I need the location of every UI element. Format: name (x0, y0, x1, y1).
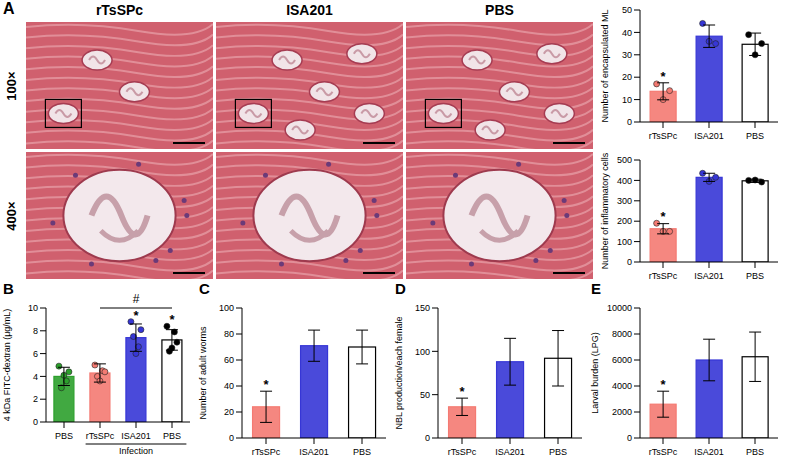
svg-text:PBS: PBS (353, 447, 371, 457)
svg-text:100: 100 (617, 237, 632, 247)
svg-text:8: 8 (33, 326, 38, 336)
svg-text:ISA201: ISA201 (694, 131, 724, 140)
svg-text:0: 0 (627, 257, 632, 267)
svg-text:8000: 8000 (612, 329, 632, 339)
html-text:PBS: PBS (485, 2, 514, 18)
html-text:400×: 400× (4, 200, 19, 231)
svg-text:ISA201: ISA201 (495, 447, 525, 457)
svg-text:500: 500 (617, 155, 632, 165)
svg-text:Infection: Infection (119, 446, 153, 456)
html-text:E: E (591, 280, 601, 297)
svg-text:200: 200 (617, 216, 632, 226)
html-text:A: A (3, 0, 15, 17)
svg-text:PBS: PBS (163, 431, 181, 441)
svg-text:50: 50 (420, 390, 430, 400)
svg-text:PBS: PBS (746, 271, 764, 280)
svg-text:100: 100 (415, 347, 430, 357)
svg-text:Number of adult worms: Number of adult worms (198, 326, 208, 420)
svg-text:150: 150 (415, 303, 430, 313)
svg-text:4000: 4000 (612, 381, 632, 391)
svg-text:Number of encapsulated ML: Number of encapsulated ML (600, 9, 610, 122)
svg-text:30: 30 (622, 50, 632, 60)
svg-text:20: 20 (224, 407, 234, 417)
svg-text:ISA201: ISA201 (121, 431, 151, 441)
svg-text:0: 0 (33, 417, 38, 427)
svg-text:10: 10 (622, 95, 632, 105)
svg-text:0: 0 (627, 117, 632, 127)
svg-text:2000: 2000 (612, 407, 632, 417)
svg-text:Number of inflammatory cells: Number of inflammatory cells (600, 152, 610, 269)
svg-text:rTsSPc: rTsSPc (448, 447, 477, 457)
svg-text:0: 0 (627, 433, 632, 443)
svg-text:PBS: PBS (549, 447, 567, 457)
svg-text:*: * (133, 308, 139, 323)
svg-text:0: 0 (229, 433, 234, 443)
svg-text:*: * (661, 209, 667, 224)
svg-text:0: 0 (425, 433, 430, 443)
svg-text:*: * (460, 384, 466, 399)
svg-text:100: 100 (219, 303, 234, 313)
svg-text:10000: 10000 (607, 303, 632, 313)
svg-text:rTsSPc: rTsSPc (86, 431, 115, 441)
svg-text:rTsSPc: rTsSPc (252, 447, 281, 457)
html-text:B: B (3, 280, 14, 297)
svg-text:40: 40 (622, 28, 632, 38)
html-text:D: D (395, 280, 406, 297)
svg-text:60: 60 (224, 355, 234, 365)
svg-text:50: 50 (622, 5, 632, 15)
svg-text:40: 40 (224, 381, 234, 391)
svg-text:#: # (133, 292, 140, 306)
svg-text:ISA201: ISA201 (694, 271, 724, 280)
svg-text:rTsSPc: rTsSPc (649, 447, 678, 457)
svg-text:NBL production/each female: NBL production/each female (394, 316, 404, 429)
svg-text:*: * (169, 312, 175, 327)
svg-text:Larval burden (LPG): Larval burden (LPG) (590, 332, 600, 414)
svg-text:rTsSPc: rTsSPc (649, 131, 678, 140)
html-text:rTsSPc: rTsSPc (95, 2, 144, 18)
html-text:ISA201: ISA201 (286, 2, 333, 18)
svg-text:80: 80 (224, 329, 234, 339)
svg-text:300: 300 (617, 196, 632, 206)
svg-text:4: 4 (33, 372, 38, 382)
html-text:C: C (199, 280, 210, 297)
svg-text:ISA201: ISA201 (694, 447, 724, 457)
svg-text:6000: 6000 (612, 355, 632, 365)
svg-text:*: * (661, 69, 667, 84)
svg-text:PBS: PBS (746, 447, 764, 457)
svg-text:400: 400 (617, 176, 632, 186)
svg-text:2: 2 (33, 394, 38, 404)
svg-text:ISA201: ISA201 (299, 447, 329, 457)
svg-text:*: * (661, 377, 667, 392)
svg-text:PBS: PBS (746, 131, 764, 140)
svg-text:PBS: PBS (55, 431, 73, 441)
svg-text:6: 6 (33, 349, 38, 359)
html-text:100×: 100× (4, 70, 19, 101)
svg-text:4 kDa FITC-dextran (μg/mL): 4 kDa FITC-dextran (μg/mL) (2, 309, 12, 422)
svg-text:rTsSPc: rTsSPc (649, 271, 678, 280)
svg-text:20: 20 (622, 72, 632, 82)
svg-text:10: 10 (28, 303, 38, 313)
svg-text:*: * (264, 377, 270, 392)
